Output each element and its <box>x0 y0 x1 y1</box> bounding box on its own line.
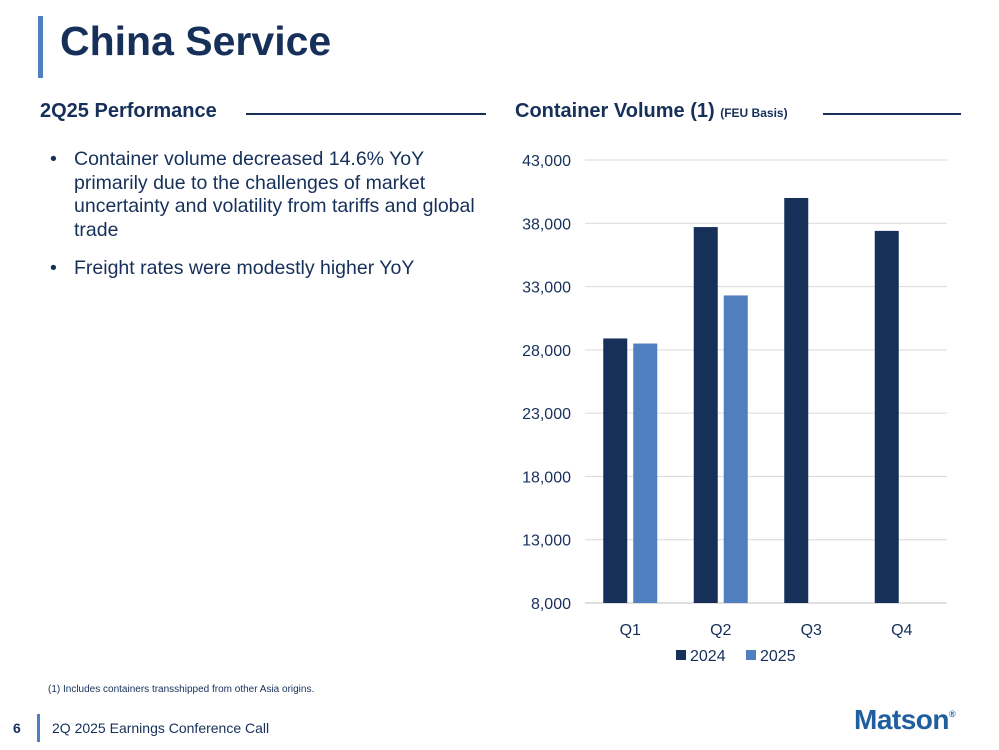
bar-2024-Q2 <box>693 227 718 603</box>
footer-divider <box>37 714 40 742</box>
legend-label-2024: 2024 <box>690 648 726 665</box>
y-tick-label: 43,000 <box>522 153 571 170</box>
chart-heading-sub: (FEU Basis) <box>720 106 788 120</box>
y-tick-label: 8,000 <box>531 596 571 613</box>
y-tick-label: 13,000 <box>522 533 571 550</box>
chart-heading: Container Volume (1) (FEU Basis) <box>515 100 788 123</box>
bar-2024-Q3 <box>784 197 809 603</box>
y-tick-label: 33,000 <box>522 280 571 297</box>
bullet-item: Freight rates were modestly higher YoY <box>48 257 488 281</box>
footnote: (1) Includes containers transshipped fro… <box>48 684 315 695</box>
legend-swatch-2025 <box>746 650 756 660</box>
performance-heading-rule <box>246 113 486 115</box>
page-number: 6 <box>13 720 21 736</box>
x-tick-label: Q2 <box>710 622 731 639</box>
footer-text: 2Q 2025 Earnings Conference Call <box>52 720 270 736</box>
y-tick-label: 38,000 <box>522 216 571 233</box>
performance-bullets: Container volume decreased 14.6% YoY pri… <box>48 148 488 296</box>
page-title: China Service <box>60 18 332 64</box>
title-accent-bar <box>38 16 43 78</box>
x-tick-label: Q1 <box>620 622 641 639</box>
legend-label-2025: 2025 <box>760 648 796 665</box>
bullet-item: Container volume decreased 14.6% YoY pri… <box>48 148 488 242</box>
chart-heading-rule <box>823 113 961 115</box>
bar-2024-Q1 <box>603 338 628 603</box>
y-tick-label: 28,000 <box>522 343 571 360</box>
logo-text: Matson <box>854 704 950 735</box>
logo-registered-mark: ® <box>949 709 956 719</box>
y-tick-label: 18,000 <box>522 469 571 486</box>
chart-heading-main: Container Volume (1) <box>515 100 721 122</box>
y-tick-label: 23,000 <box>522 406 571 423</box>
bar-2025-Q2 <box>723 295 748 603</box>
x-tick-label: Q4 <box>891 622 912 639</box>
performance-heading: 2Q25 Performance <box>40 100 217 122</box>
matson-logo: Matson® <box>854 704 956 736</box>
x-tick-label: Q3 <box>801 622 822 639</box>
bar-2025-Q1 <box>633 343 658 603</box>
legend-swatch-2024 <box>676 650 686 660</box>
bar-2024-Q4 <box>874 230 899 603</box>
